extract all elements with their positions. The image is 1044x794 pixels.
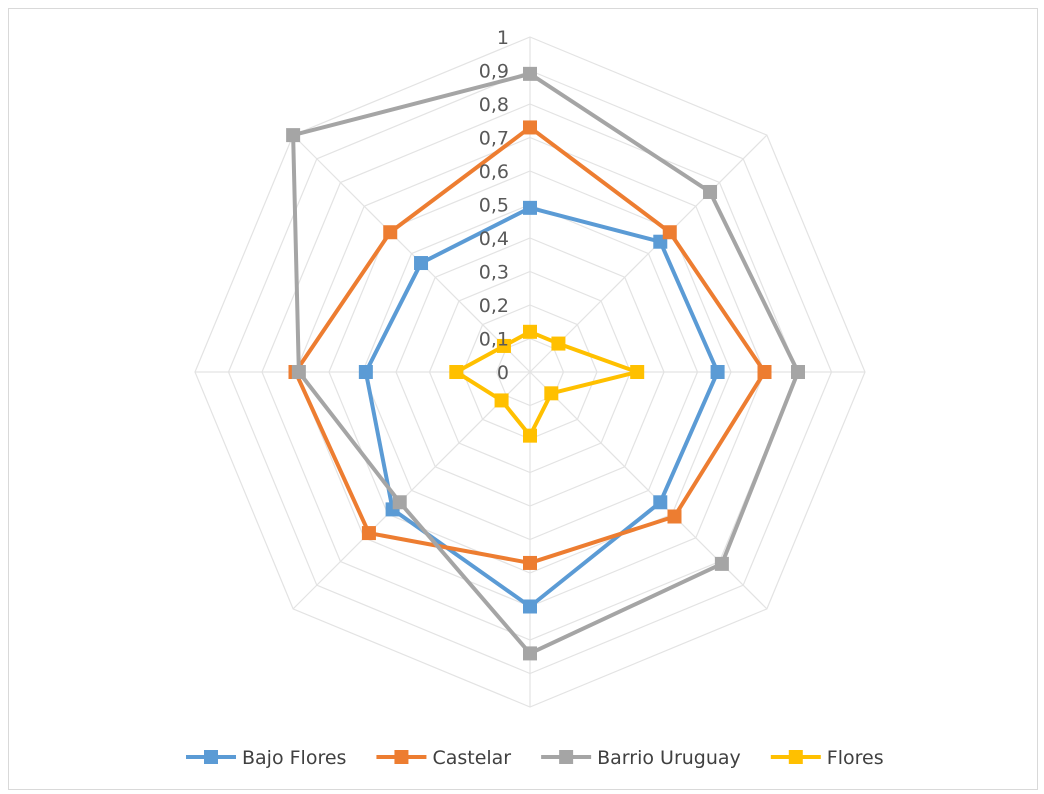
series-barrio-uruguay [286,66,805,661]
data-point [392,495,407,510]
legend-label: Barrio Uruguay [597,747,741,769]
data-point [703,184,718,199]
data-point [544,386,559,401]
data-point [291,365,306,379]
legend-item: Bajo Flores [186,747,346,769]
data-point [757,365,772,379]
data-point [523,66,537,81]
legend-item: Barrio Uruguay [541,747,741,769]
data-point [710,365,725,379]
legend-label: Bajo Flores [242,747,346,769]
tick-label: 0,5 [479,195,509,217]
grid-spoke [529,134,768,373]
tick-label: 0,6 [479,161,509,183]
data-point [523,324,537,339]
series-flores [449,324,645,443]
data-point [286,128,301,143]
data-point [714,556,729,571]
data-point [414,256,429,271]
tick-label: 0,4 [479,228,509,250]
data-point [523,200,537,215]
tick-label: 0,7 [479,128,509,150]
legend-marker [204,750,218,764]
data-point [662,225,677,240]
data-point [791,365,805,379]
tick-label: 1 [497,27,509,49]
tick-label: 0,8 [479,94,509,116]
data-point [383,225,398,240]
grid-spoke [292,134,531,373]
data-point [523,555,537,570]
data-point [358,365,373,379]
tick-label: 0,2 [479,295,509,317]
data-point [551,336,566,351]
legend-item: Castelar [376,747,511,769]
legend-item: Flores [770,747,884,769]
grid-spoke [292,371,531,610]
legend-marker [559,750,574,764]
series-bajo-flores [358,200,725,614]
radar-grid [194,36,866,708]
data-point [523,120,537,135]
data-point [523,428,537,443]
tick-label: 0 [497,362,509,384]
data-point [653,495,668,510]
data-point [630,365,645,379]
grid-spoke [529,371,768,610]
data-point [449,365,464,379]
series-castelar [288,120,772,570]
legend-marker [394,750,409,764]
data-point [523,599,537,614]
tick-labels: 0 0,1 0,2 0,3 0,4 0,5 0,6 0,7 0,8 0,9 1 [479,27,509,384]
data-point [494,393,509,408]
data-point [496,338,511,353]
data-point [361,526,376,541]
legend-label: Castelar [432,747,511,769]
data-point [667,509,682,524]
legend-marker [788,750,803,764]
series-layer [286,66,805,661]
data-point [523,646,537,661]
tick-label: 0,1 [479,329,509,351]
tick-label: 0,3 [479,262,509,284]
legend: Bajo Flores Castelar Barrio Uruguay Flores [186,747,884,769]
tick-label: 0,9 [479,61,509,83]
legend-label: Flores [827,747,884,769]
